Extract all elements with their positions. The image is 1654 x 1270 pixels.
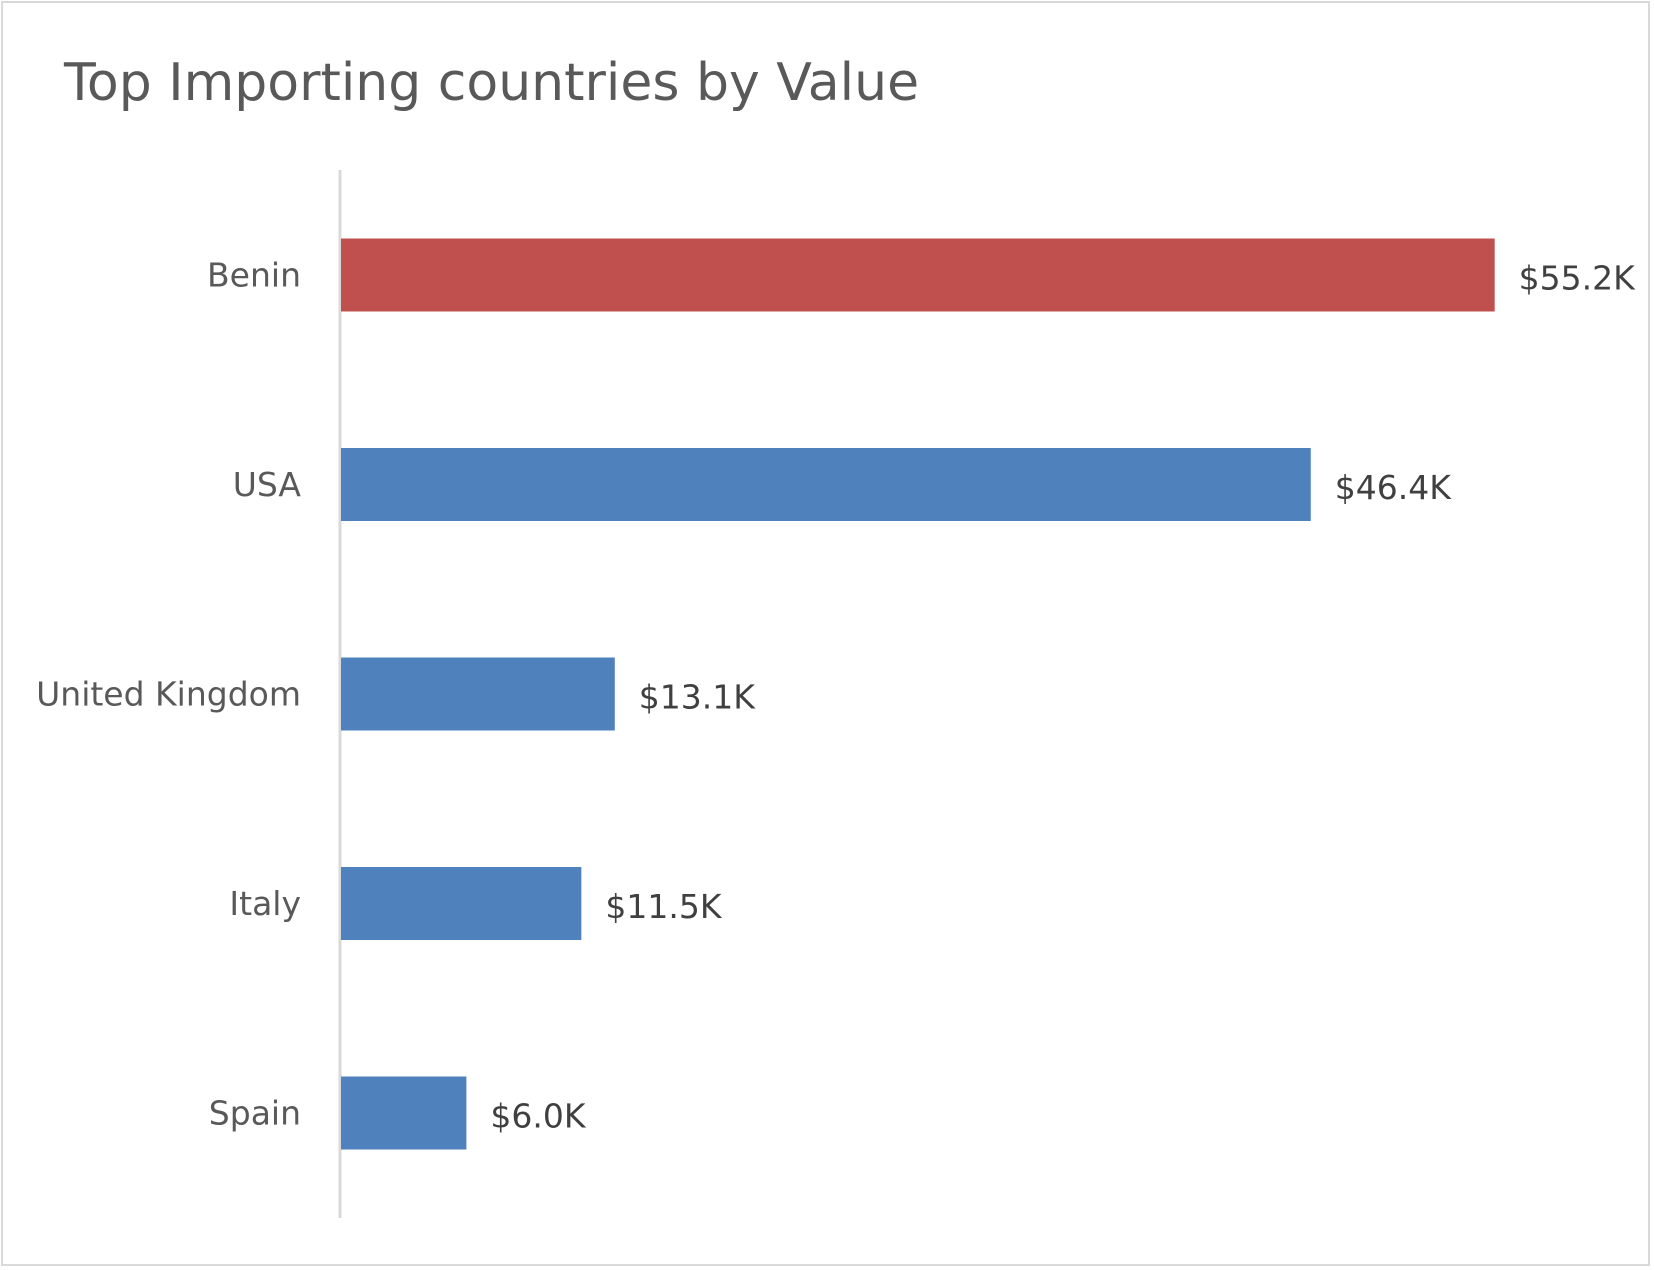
data-label-spain: $6.0K (490, 1097, 586, 1136)
category-label-spain: Spain (209, 1094, 301, 1133)
bars-layer: Benin $55.2K USA $46.4K United Kingdom $13.1K… (36, 238, 1636, 1150)
category-label-benin: Benin (207, 256, 301, 295)
bar-united-kingdom (341, 657, 615, 731)
bar-benin (341, 238, 1495, 312)
data-label-united-kingdom: $13.1K (639, 678, 756, 717)
chart-title: Top Importing countries by Value (64, 53, 920, 113)
category-label-italy: Italy (229, 884, 301, 923)
category-label-usa: USA (233, 465, 302, 504)
bar-spain (341, 1076, 467, 1150)
bar-usa (341, 448, 1311, 521)
data-label-italy: $11.5K (605, 887, 722, 926)
data-label-usa: $46.4K (1335, 468, 1452, 507)
bar-italy (341, 867, 582, 940)
category-label-united-kingdom: United Kingdom (36, 675, 301, 714)
data-label-benin: $55.2K (1519, 259, 1636, 298)
